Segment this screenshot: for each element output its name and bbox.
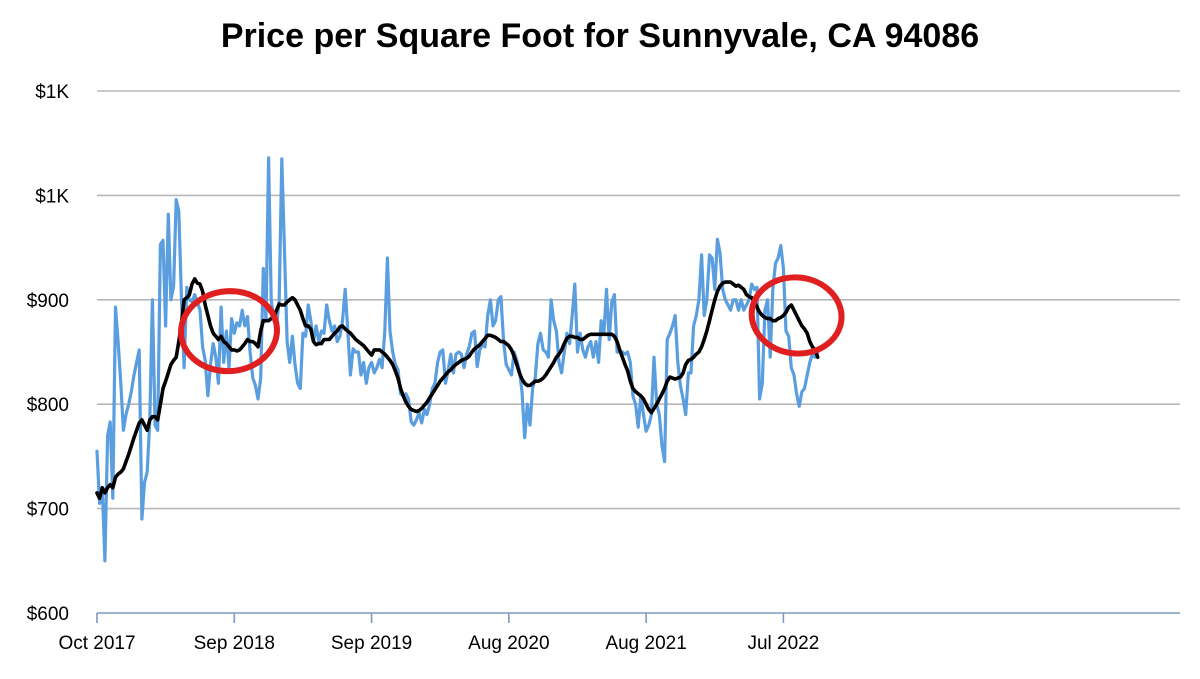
x-tick-label: Sep 2019 [331, 633, 412, 654]
highlight-circle [748, 274, 845, 357]
x-tick-label: Oct 2017 [58, 633, 135, 654]
series-lines [95, 156, 820, 563]
y-tick-label: $1K [35, 186, 69, 207]
x-tick-label: Aug 2021 [605, 633, 686, 654]
y-tick-label: $800 [27, 395, 69, 416]
x-tick-label: Sep 2018 [194, 633, 275, 654]
y-tick-label: $700 [27, 500, 69, 521]
x-tick-label: Aug 2020 [468, 633, 549, 654]
y-tick-label: $1K [35, 82, 69, 103]
annotations [178, 274, 845, 375]
x-tick-label: Jul 2022 [747, 633, 819, 654]
y-tick-label: $900 [27, 291, 69, 312]
gridlines [97, 90, 1180, 510]
highlight-circle [178, 288, 280, 375]
weekly-price-line [95, 156, 820, 563]
y-tick-label: $600 [27, 604, 69, 625]
chart-title: Price per Square Foot for Sunnyvale, CA … [221, 17, 979, 55]
moving-average-line [95, 277, 820, 500]
x-axis: Oct 2017 Sep 2018 Sep 2019 Aug 2020 Aug 2021… [58, 612, 1180, 654]
y-axis-labels: $600 $700 $800 $900 $1K $1K [27, 82, 70, 625]
